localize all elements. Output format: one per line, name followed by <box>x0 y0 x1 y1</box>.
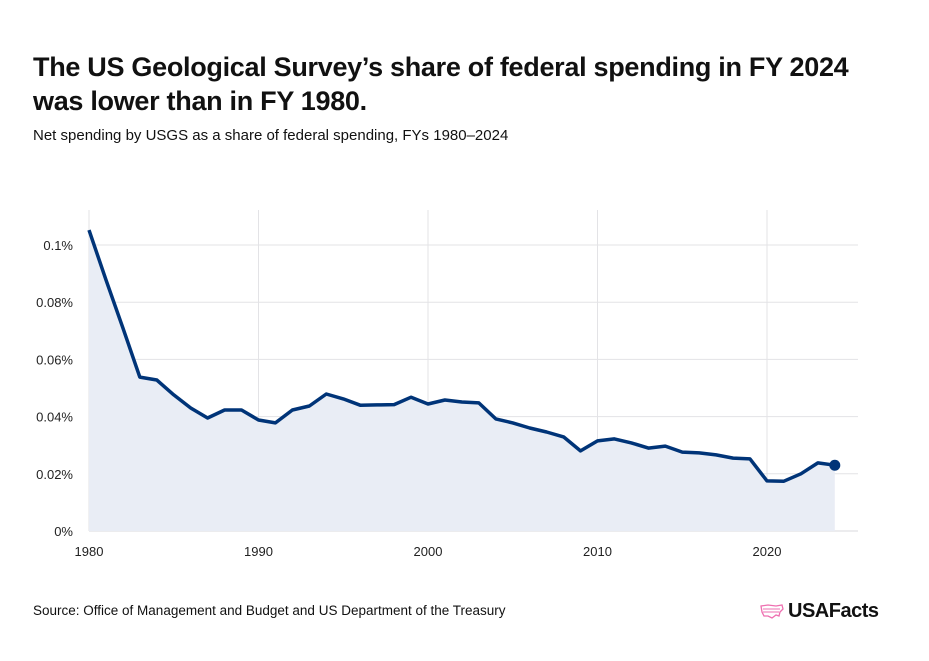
usafacts-logo: USAFacts <box>760 600 879 623</box>
chart-title: The US Geological Survey’s share of fede… <box>33 52 849 116</box>
y-tick-label: 0.08% <box>36 295 73 310</box>
y-tick-label: 0.06% <box>36 352 73 367</box>
end-marker <box>829 459 841 471</box>
area-fill <box>89 230 835 531</box>
y-tick-label: 0.02% <box>36 467 73 482</box>
x-axis: 1980 1990 2000 2010 2020 <box>75 544 782 559</box>
chart-subtitle: Net spending by USGS as a share of feder… <box>33 127 509 144</box>
source-note: Source: Office of Management and Budget … <box>33 603 506 618</box>
y-tick-label: 0% <box>54 524 73 539</box>
us-map-icon <box>760 603 784 619</box>
series-line <box>87 229 836 483</box>
x-tick-label: 2000 <box>414 544 443 559</box>
x-tick-label: 1990 <box>244 544 273 559</box>
x-tick-label: 2010 <box>583 544 612 559</box>
logo-text: USAFacts <box>788 600 879 622</box>
x-tick-label: 1980 <box>75 544 104 559</box>
data-points <box>829 459 841 471</box>
y-axis: 0% 0.02% 0.04% 0.06% 0.08% 0.1% <box>36 238 73 539</box>
y-tick-label: 0.1% <box>43 238 73 253</box>
x-tick-label: 2020 <box>753 544 782 559</box>
y-tick-label: 0.04% <box>36 410 73 425</box>
